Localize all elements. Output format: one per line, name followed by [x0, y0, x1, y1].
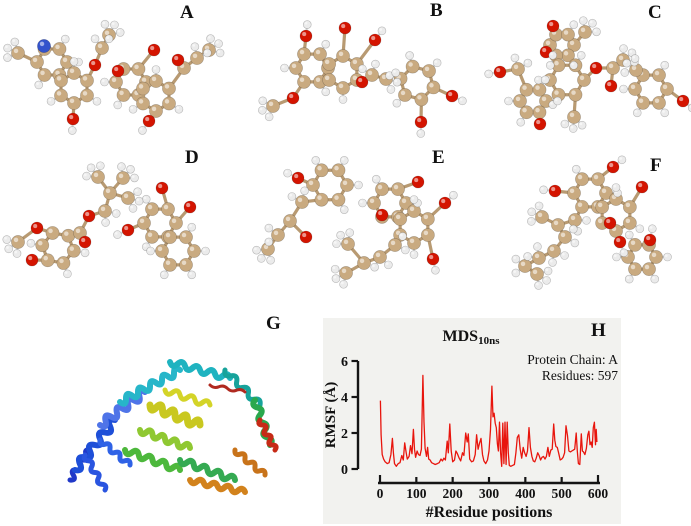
panel-b-molecule — [240, 0, 475, 150]
chart-annotation-residues: Residues: 597 — [542, 368, 618, 383]
rmsf-chart: MDS10ns H Protein Chain: A Residues: 597… — [323, 320, 618, 521]
panel-label-f: F — [650, 155, 662, 176]
svg-text:400: 400 — [515, 486, 536, 501]
panel-label-a: A — [180, 2, 194, 23]
svg-text:300: 300 — [479, 486, 500, 501]
panel-c-molecule — [470, 0, 691, 150]
panel-g-protein — [30, 330, 320, 520]
panel-label-g: G — [266, 313, 281, 334]
svg-text:6: 6 — [341, 355, 348, 370]
panel-label-c: C — [648, 2, 662, 23]
molecule-e-structure — [252, 156, 458, 289]
chart-axes: 0 2 4 6 0 100 200 300 400 500 600 — [341, 355, 608, 501]
panel-e-molecule — [240, 145, 480, 310]
molecule-f-structure — [511, 155, 672, 290]
svg-text:4: 4 — [341, 391, 348, 406]
panel-label-e: E — [432, 147, 445, 168]
svg-text:100: 100 — [406, 486, 427, 501]
svg-text:500: 500 — [552, 486, 573, 501]
molecule-b-structure — [258, 20, 467, 138]
svg-text:200: 200 — [443, 486, 464, 501]
protein-ribbon-image — [67, 359, 279, 496]
panel-f-molecule — [470, 145, 691, 310]
svg-text:600: 600 — [588, 486, 609, 501]
chart-annotation-chain: Protein Chain: A — [527, 352, 618, 367]
molecule-c-structure — [484, 16, 691, 133]
panel-d-molecule — [0, 145, 240, 310]
chart-ylabel: RMSF (Å) — [323, 382, 339, 449]
panel-h-chart: MDS10ns H Protein Chain: A Residues: 597… — [323, 318, 621, 524]
chart-xlabel: #Residue positions — [426, 504, 553, 521]
svg-text:2: 2 — [341, 427, 348, 442]
panel-label-h: H — [591, 320, 606, 341]
panel-label-b: B — [430, 0, 443, 21]
rmsf-trace — [379, 374, 598, 467]
panel-a-molecule — [0, 0, 235, 150]
molecule-d-structure — [2, 161, 210, 280]
panel-label-d: D — [185, 147, 199, 168]
molecule-a-structure — [3, 19, 225, 135]
svg-text:0: 0 — [377, 486, 384, 501]
svg-text:0: 0 — [341, 463, 348, 478]
chart-title: MDS10ns — [443, 328, 501, 347]
